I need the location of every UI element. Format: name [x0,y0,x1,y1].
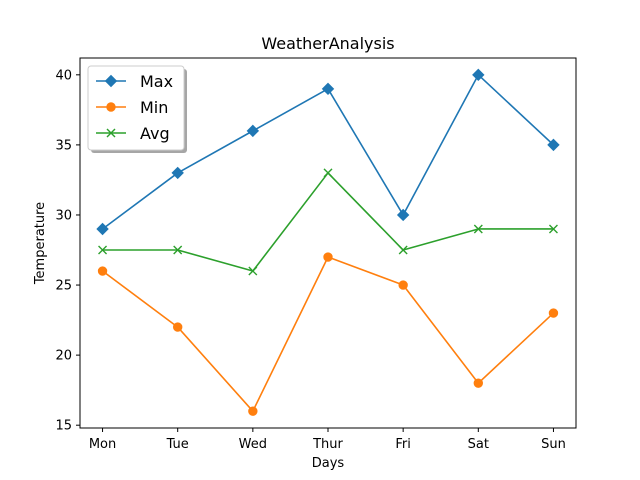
legend-label: Min [140,98,168,117]
series-layer [96,68,560,416]
data-point-max [246,124,260,138]
legend-entry-min: Min [96,98,168,117]
x-tick-label: Sun [541,437,566,452]
y-tick-label: 25 [55,279,72,294]
y-tick-label: 30 [55,208,72,223]
data-point-avg [323,168,333,178]
x-tick-label: Mon [89,437,116,452]
data-point-avg [473,224,483,234]
data-point-max [472,68,485,82]
data-point-avg [398,245,408,255]
data-point-avg [173,245,183,255]
legend-label: Avg [140,124,170,143]
data-point-max [547,138,560,152]
data-point-avg [98,245,108,255]
data-point-min [172,322,183,332]
series-max [96,68,560,236]
data-point-max [396,208,410,222]
data-point-min [398,280,408,290]
data-point-min [323,252,333,262]
data-point-max [321,82,335,96]
legend-marker-avg [106,128,116,138]
legend-marker-max [104,74,118,88]
data-point-avg [248,266,258,276]
data-point-avg [548,224,558,234]
x-tick-label: Thur [312,437,343,452]
data-point-max [171,166,184,180]
y-tick-label: 20 [55,349,72,364]
data-point-max [96,222,109,236]
data-point-min [548,308,559,318]
y-tick-label: 15 [55,419,72,434]
y-axis-label: Temperature [33,202,48,285]
legend-entry-max: Max [96,72,173,91]
data-point-min [248,406,258,416]
x-axis-label: Days [312,456,345,471]
series-min [97,252,559,416]
legend-marker-min [106,102,116,112]
chart-title: WeatherAnalysis [261,34,394,53]
x-tick-label: Sat [468,437,489,452]
legend-label: Max [140,72,173,91]
y-tick-label: 40 [55,68,72,83]
data-point-min [473,378,484,388]
plot-frame [79,57,577,429]
y-tick-label: 35 [55,138,72,153]
x-tick-label: Fri [395,437,411,452]
legend: Max Min Avg [87,65,187,153]
legend-box [87,65,185,151]
legend-entry-avg: Avg [96,124,170,143]
x-tick-label: Tue [166,437,189,452]
x-tick-label: Wed [239,437,267,452]
data-point-min [97,266,108,276]
series-avg [98,168,558,276]
axes: 15 20 25 30 35 40 Mon Tue Wed Thur Fri Sat Sun [55,68,565,452]
